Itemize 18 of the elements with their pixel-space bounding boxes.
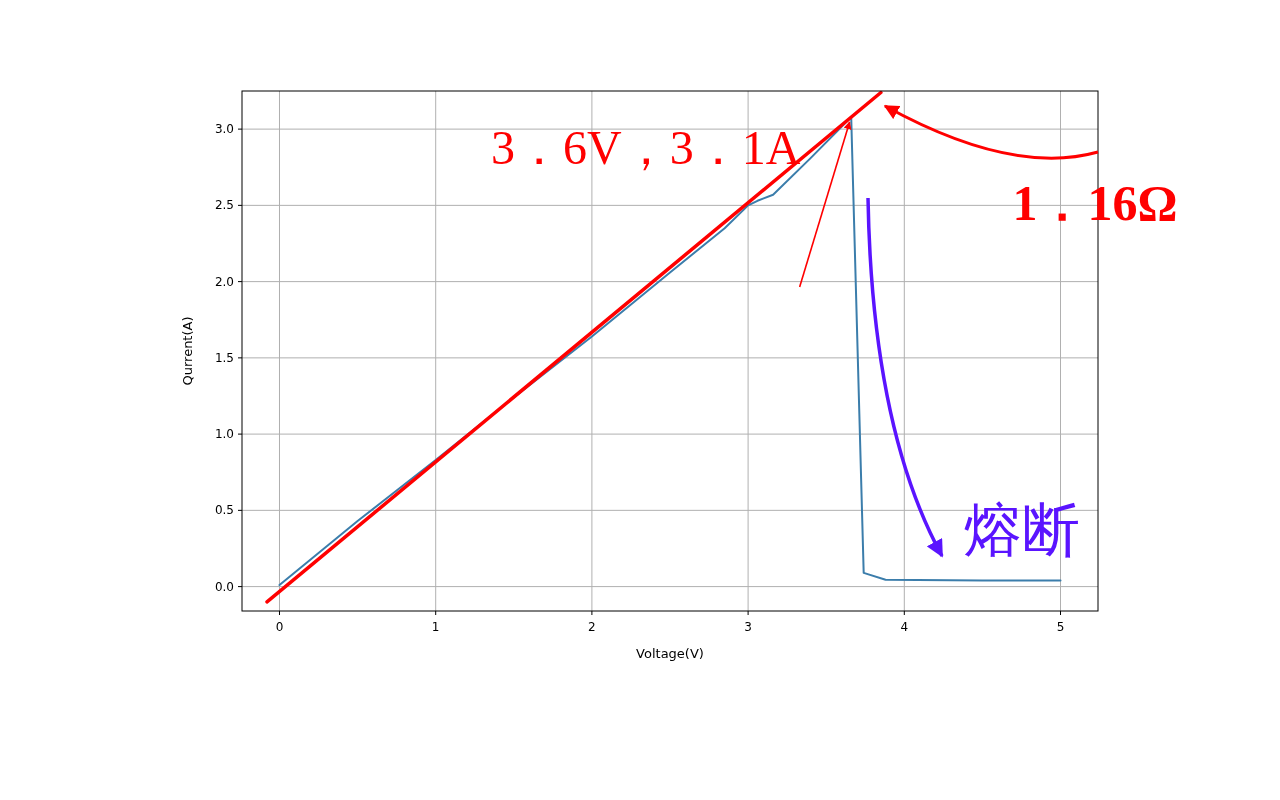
annotation: 3．6V，3．1A (490, 120, 801, 174)
y-axis-title: Qurrent(A) (180, 316, 195, 386)
x-tick-label: 2 (588, 620, 596, 634)
x-tick-label: 5 (1056, 620, 1065, 634)
x-tick-label: 3 (744, 620, 752, 634)
annotation: 1．16Ω (1012, 175, 1178, 231)
y-tick-label: 3.0 (214, 122, 234, 137)
x-tick-label: 4 (900, 620, 909, 634)
y-tick-label: 0.5 (214, 503, 234, 518)
x-axis-title: Voltage(V) (636, 646, 704, 661)
y-tick-label: 1.5 (214, 350, 234, 365)
y-tick-label: 2.5 (214, 198, 234, 213)
x-tick-label: 1 (431, 620, 440, 634)
y-tick-label: 0.0 (214, 579, 234, 594)
y-tick-label: 1.0 (214, 427, 234, 442)
x-tick-label: 0 (275, 620, 284, 634)
y-tick-label: 2.0 (214, 274, 234, 289)
annotation: 熔断 (964, 498, 1080, 563)
